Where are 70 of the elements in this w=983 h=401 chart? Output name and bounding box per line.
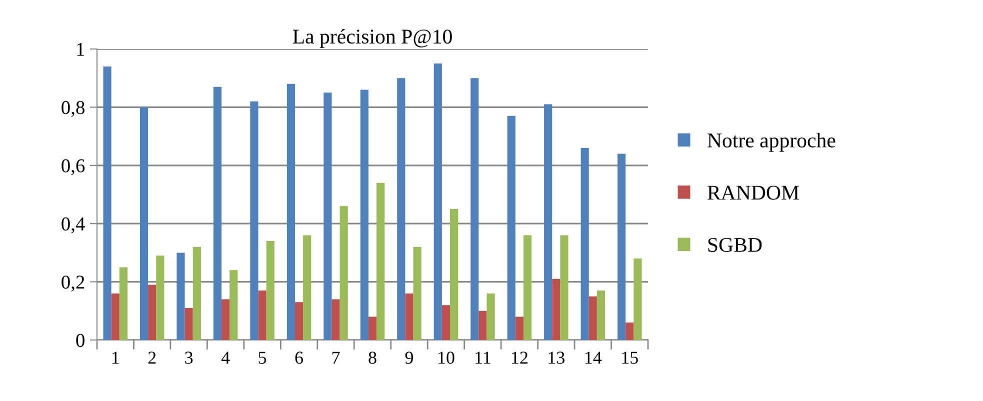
bar: [111, 293, 120, 340]
bar: [266, 241, 274, 340]
bar: [360, 90, 368, 340]
y-tick-label: 0,2: [62, 276, 84, 292]
x-tick-label: 10: [438, 352, 454, 364]
legend-label: Notre approche: [708, 132, 836, 152]
bar: [470, 78, 479, 340]
x-tick-label: 8: [368, 352, 376, 364]
x-tick-label: 14: [585, 352, 602, 364]
bar: [626, 322, 634, 340]
bar: [523, 235, 532, 340]
x-tick-label: 9: [405, 352, 414, 364]
bar: [560, 235, 568, 340]
chart-title: La précision P@10: [292, 28, 452, 48]
x-tick-label: 4: [221, 352, 230, 364]
bar: [596, 290, 606, 340]
x-tick-label: 3: [185, 352, 193, 364]
y-tick-label: 0,6: [62, 159, 85, 176]
bar: [250, 101, 258, 340]
x-tick-label: 2: [148, 352, 156, 364]
bar: [222, 299, 230, 340]
bar: [434, 64, 442, 340]
bar: [119, 267, 128, 340]
bar: [140, 107, 148, 340]
bar: [192, 246, 201, 340]
y-tick-label: 0,4: [62, 217, 85, 234]
bar: [515, 316, 524, 340]
x-tick-label: 15: [622, 352, 638, 364]
bar: [397, 78, 406, 340]
bar: [324, 92, 332, 340]
bar: [450, 209, 458, 340]
bar: [156, 256, 164, 340]
bar: [286, 84, 295, 340]
bar: [442, 305, 450, 340]
bar: [634, 258, 642, 340]
bar: [376, 182, 385, 340]
bar: [148, 284, 156, 340]
y-tick-label: 1: [77, 42, 84, 56]
bar: [544, 104, 552, 340]
bar: [303, 235, 312, 340]
bar: [258, 290, 266, 340]
bar: [413, 246, 422, 340]
x-tick-label: 13: [548, 352, 564, 364]
bar: [340, 206, 348, 340]
x-tick-label: 5: [258, 352, 266, 364]
y-tick-label: 0: [76, 334, 84, 347]
y-tick-label: 0,8: [62, 101, 84, 117]
bar: [580, 148, 589, 340]
bar: [478, 310, 487, 340]
x-tick-label: 11: [476, 352, 490, 364]
bar: [552, 278, 560, 340]
x-tick-label: 1: [112, 352, 119, 364]
x-tick-label: 6: [295, 352, 304, 364]
legend-label: SGBD: [708, 238, 762, 252]
bar: [368, 316, 377, 340]
legend-label: RANDOM: [708, 186, 799, 200]
bar: [176, 252, 185, 340]
x-tick-label: 7: [332, 352, 340, 364]
x-tick-label: 12: [512, 352, 528, 364]
bar: [294, 302, 304, 340]
bar: [507, 116, 516, 340]
bar: [184, 308, 193, 340]
bar: [486, 293, 495, 340]
bar: [213, 86, 222, 340]
bar: [230, 270, 238, 340]
bar: [103, 66, 112, 340]
bar: [405, 293, 414, 340]
bar: [332, 299, 340, 340]
bar: [618, 154, 626, 340]
bar: [588, 296, 597, 340]
